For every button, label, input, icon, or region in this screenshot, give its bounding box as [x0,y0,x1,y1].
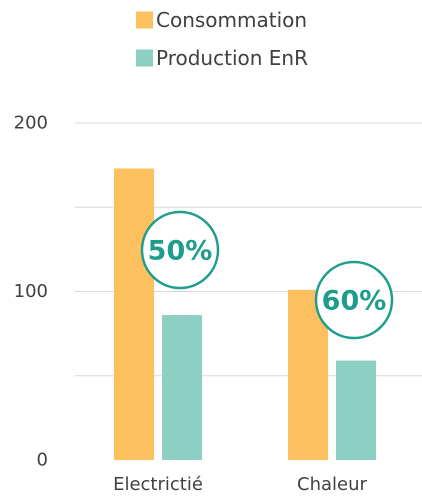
bars [114,168,376,460]
x-axis-labels: Electrictié Chaleur [113,474,367,495]
chart-legend: Consommation Production EnR [136,8,308,70]
legend-swatch-1 [136,11,153,29]
bar-production-1 [162,315,202,460]
annotation-circle-2 [314,260,394,340]
annotation-label-2: 60% [322,286,387,317]
y-tick-label-0: 0 [37,450,48,471]
x-category-label-1: Electrictié [113,474,203,495]
percentage-annotations: 50% 60% [140,210,394,340]
y-tick-label-100: 100 [14,281,48,302]
annotation-label-1: 50% [148,236,213,267]
y-axis-ticks: 0 100 200 [14,113,48,471]
annotation-circle-1 [140,210,220,290]
legend-swatch-2 [136,49,153,67]
bar-consommation-1 [114,168,154,460]
legend-label-1: Consommation [156,8,307,32]
x-category-label-2: Chaleur [297,474,367,495]
bar-production-2 [336,360,376,460]
legend-label-2: Production EnR [156,46,308,70]
y-tick-label-200: 200 [14,113,48,134]
